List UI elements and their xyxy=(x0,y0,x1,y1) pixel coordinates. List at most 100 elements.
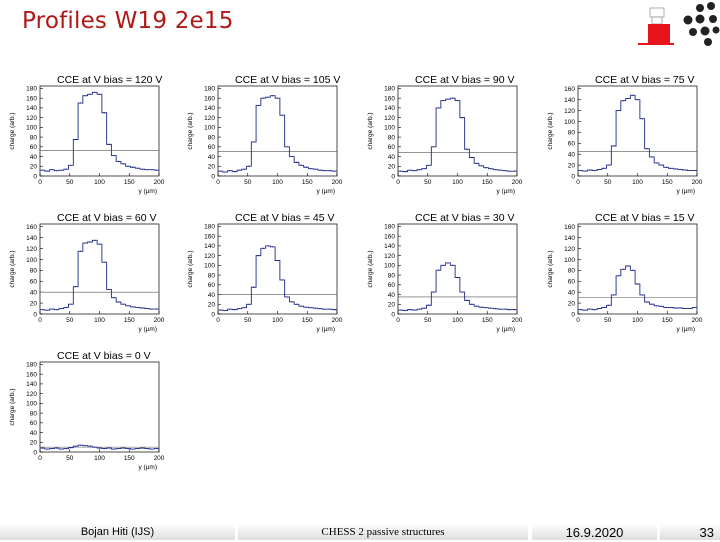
y-tick-label: 60 xyxy=(568,279,576,286)
x-tick-label: 50 xyxy=(424,179,432,186)
y-tick-label: 80 xyxy=(30,268,38,275)
plot-frame xyxy=(39,85,160,177)
x-tick-label: 50 xyxy=(244,317,252,324)
y-tick-label: 180 xyxy=(384,86,395,93)
y-tick-label: 120 xyxy=(564,246,575,253)
profile-data-point xyxy=(219,309,221,311)
y-axis-label: charge (arb.) xyxy=(547,112,554,149)
y-tick-label: 120 xyxy=(384,115,395,122)
chart-title: CCE at V bias = 30 V xyxy=(415,212,515,224)
profile-data-point xyxy=(281,114,283,116)
profile-data-point xyxy=(689,169,691,172)
y-tick-label: 180 xyxy=(204,86,215,93)
profile-data-point xyxy=(272,95,274,97)
y-tick-label: 60 xyxy=(568,141,576,148)
profile-data-point xyxy=(295,303,298,305)
profile-data-point xyxy=(108,447,110,449)
profile-data-point xyxy=(674,168,677,170)
profile-data-point xyxy=(224,309,226,312)
y-tick-label: 0 xyxy=(33,311,37,318)
profile-data-point xyxy=(646,301,648,303)
profile-data-point xyxy=(480,306,482,308)
x-tick-label: 150 xyxy=(482,317,493,324)
x-tick-label: 200 xyxy=(692,179,703,186)
profile-data-point xyxy=(257,104,260,107)
profile-data-point xyxy=(651,156,653,158)
profile-data-point xyxy=(660,164,662,166)
x-tick-label: 150 xyxy=(302,179,313,186)
y-tick-label: 120 xyxy=(204,115,215,122)
profile-data-point xyxy=(674,307,677,309)
profile-data-point xyxy=(113,154,115,157)
chart-title: CCE at V bias = 120 V xyxy=(57,74,162,86)
profile-data-point xyxy=(253,141,255,143)
x-tick-label: 200 xyxy=(332,179,343,186)
y-tick-label: 120 xyxy=(204,253,215,260)
profile-data-point xyxy=(466,148,468,150)
chart-title: CCE at V bias = 15 V xyxy=(595,212,695,224)
profile-data-point xyxy=(141,168,143,170)
y-tick-label: 180 xyxy=(26,362,37,369)
profile-data-point xyxy=(113,297,115,299)
profile-data-point xyxy=(113,448,115,450)
y-tick-label: 60 xyxy=(30,144,38,151)
profile-data-point xyxy=(41,309,43,311)
profile-data-point xyxy=(636,283,639,285)
profile-data-point xyxy=(613,294,615,296)
profile-data-point xyxy=(324,170,326,172)
profile-data-point xyxy=(219,170,221,172)
profile-data-point xyxy=(480,165,482,167)
profile-data-point xyxy=(334,170,336,172)
profile-data-point xyxy=(117,160,120,163)
y-tick-label: 100 xyxy=(564,257,575,264)
profile-data-point xyxy=(305,306,307,308)
profile-data-point xyxy=(276,97,279,99)
profile-data-point xyxy=(127,305,129,307)
profile-data-point xyxy=(509,309,511,311)
profile-data-point xyxy=(324,308,326,310)
profile-data-point xyxy=(437,107,440,109)
profile-data-point xyxy=(594,309,596,311)
cce-profile-panel: CCE at V bias = 30 V 0 20 40 60 80 100 120 140 16… xyxy=(363,210,533,334)
profile-series-line xyxy=(40,239,159,311)
plot-frame xyxy=(397,85,518,177)
y-tick-label: 100 xyxy=(384,125,395,132)
profile-data-point xyxy=(122,303,124,305)
y-tick-label: 40 xyxy=(568,151,576,158)
plot-frame xyxy=(397,223,518,315)
profile-data-point xyxy=(584,170,586,172)
profile-data-point xyxy=(103,112,105,114)
profile-data-point xyxy=(617,109,620,112)
y-tick-label: 60 xyxy=(208,282,216,289)
profile-data-point xyxy=(409,169,411,171)
y-tick-label: 100 xyxy=(26,257,37,264)
y-tick-label: 140 xyxy=(204,243,215,250)
y-tick-label: 140 xyxy=(384,243,395,250)
profile-data-point xyxy=(234,171,236,173)
profile-data-point xyxy=(689,307,691,310)
y-tick-label: 20 xyxy=(568,162,576,169)
profile-data-point xyxy=(319,308,321,310)
y-tick-label: 0 xyxy=(571,311,575,318)
y-tick-label: 140 xyxy=(384,105,395,112)
profile-data-point xyxy=(70,447,72,449)
profile-data-point xyxy=(243,168,245,170)
profile-data-point xyxy=(234,309,236,311)
profile-data-point xyxy=(608,164,610,166)
y-tick-label: 140 xyxy=(204,105,215,112)
profile-data-point xyxy=(447,98,449,100)
profile-data-point xyxy=(603,306,605,309)
y-tick-label: 80 xyxy=(30,410,38,417)
profile-data-point xyxy=(485,307,487,309)
x-tick-label: 200 xyxy=(512,179,523,186)
y-tick-label: 160 xyxy=(204,233,215,240)
profile-data-point xyxy=(291,301,293,303)
y-tick-label: 160 xyxy=(564,224,575,231)
profile-data-point xyxy=(65,447,67,450)
y-axis-label: charge (arb.) xyxy=(367,112,374,149)
chart-title: CCE at V bias = 75 V xyxy=(595,74,695,86)
y-tick-label: 140 xyxy=(564,235,575,242)
profile-data-point xyxy=(70,303,72,305)
y-tick-label: 40 xyxy=(388,292,396,299)
x-axis-label: y (µm) xyxy=(496,188,515,195)
